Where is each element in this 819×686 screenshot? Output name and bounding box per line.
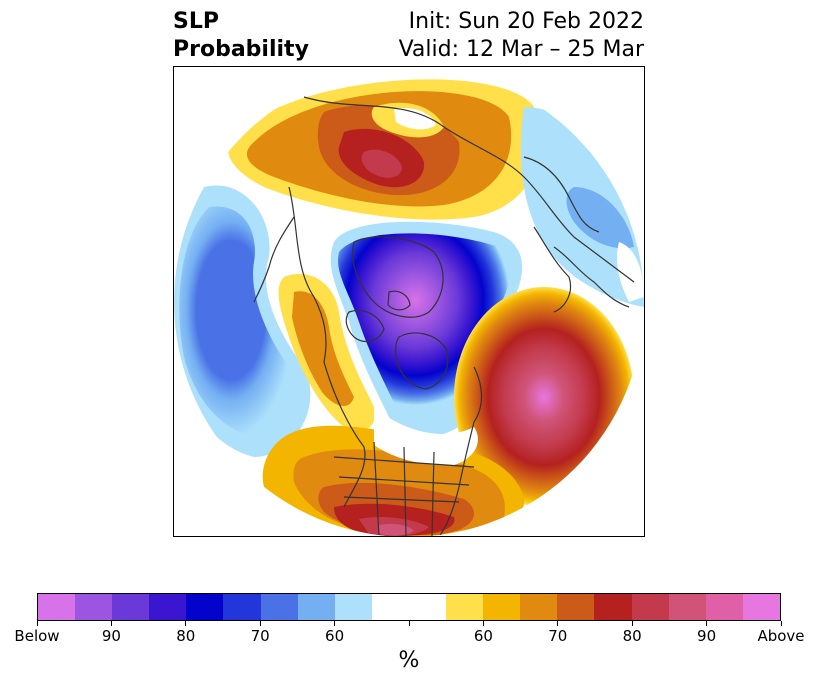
colorbar-tick [36,621,38,626]
colorbar-unit: % [398,648,420,673]
colorbar-tick [259,621,261,626]
colorbar-tick [110,621,112,626]
colorbar-tick-label: 60 [473,627,493,645]
colorbar-segment [186,594,224,620]
probability-field [174,67,644,536]
colorbar-segment [75,594,113,620]
title-type: Probability [173,37,309,62]
colorbar-segment [260,594,298,620]
colorbar-segment [668,594,706,620]
init-date: Init: Sun 20 Feb 2022 [408,9,644,34]
colorbar-segment [149,594,187,620]
valid-range: Valid: 12 Mar – 25 Mar [398,37,644,62]
colorbar [37,593,781,621]
colorbar-segment [408,594,447,620]
colorbar-tick-label: 80 [622,627,642,645]
colorbar-tick [557,621,559,626]
colorbar-tick-label: Below [14,627,60,645]
colorbar-tick [482,621,484,626]
colorbar-segment [631,594,669,620]
colorbar-tick-label: 90 [697,627,717,645]
title-variable: SLP [173,9,219,34]
colorbar-segment [371,594,409,620]
colorbar-segment [520,594,558,620]
colorbar-tick-label: Above [757,627,805,645]
map-title: SLP Probability [173,8,309,64]
colorbar-segment [112,594,150,620]
colorbar-tick-label: 70 [250,627,270,645]
colorbar-segment [705,594,743,620]
colorbar-segment [223,594,261,620]
colorbar-segment [297,594,335,620]
colorbar-tick-label: 60 [325,627,345,645]
colorbar-tick [631,621,633,626]
colorbar-segment [742,594,780,620]
colorbar-segment [334,594,372,620]
colorbar-tick [706,621,708,626]
colorbar-segment [594,594,632,620]
colorbar-tick-label: 80 [176,627,196,645]
colorbar-tick [185,621,187,626]
map-canvas [174,67,644,536]
colorbar-tick [408,621,410,626]
colorbar-segment [557,594,595,620]
colorbar-tick [334,621,336,626]
colorbar-segment [38,594,76,620]
map-dates: Init: Sun 20 Feb 2022 Valid: 12 Mar – 25… [399,8,644,64]
colorbar-tick-label: 90 [101,627,121,645]
colorbar-segment [483,594,521,620]
coastlines [253,96,635,536]
probability-map [173,66,645,537]
colorbar-tick-label: 70 [548,627,568,645]
colorbar-tick [780,621,782,626]
colorbar-segment [446,594,484,620]
